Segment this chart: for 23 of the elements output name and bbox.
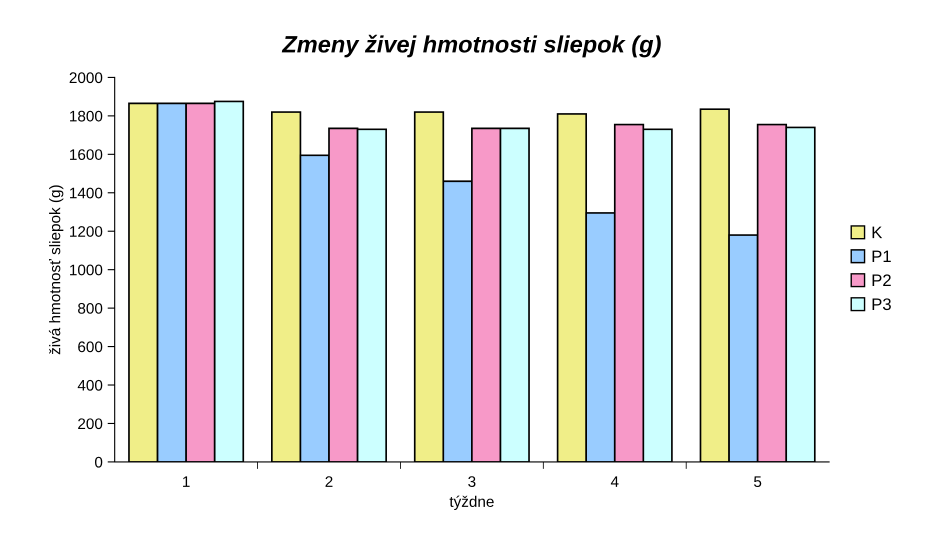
y-tick-label: 1400 bbox=[70, 188, 102, 198]
y-tick-label: 1200 bbox=[70, 226, 102, 237]
x-tick-label: 5 bbox=[754, 476, 762, 488]
x-tick-label: 4 bbox=[610, 476, 619, 487]
y-axis-title: živá hmotnosť sliepok (g) bbox=[48, 185, 64, 354]
x-tick-label: 1 bbox=[183, 476, 190, 487]
y-tick-label: 1600 bbox=[70, 149, 102, 160]
y-tick-label: 600 bbox=[78, 341, 102, 352]
legend-label: P1 bbox=[872, 250, 891, 262]
y-tick-label: 1000 bbox=[70, 264, 102, 276]
x-tick-label: 2 bbox=[326, 476, 332, 487]
legend-label: P3 bbox=[872, 298, 891, 310]
x-axis-title: týždne bbox=[450, 496, 494, 510]
legend-label: P2 bbox=[872, 274, 891, 286]
y-tick-label: 800 bbox=[78, 302, 102, 314]
y-tick-label: 2000 bbox=[70, 72, 102, 84]
chart-title: Zmeny živej hmotnosti sliepok (g) bbox=[282, 34, 661, 58]
y-tick-label: 200 bbox=[78, 418, 102, 430]
y-tick-label: 1800 bbox=[70, 110, 102, 122]
y-tick-label: 400 bbox=[78, 380, 102, 391]
legend-label: K bbox=[872, 226, 882, 238]
y-tick-label: 0 bbox=[94, 456, 102, 468]
x-tick-label: 3 bbox=[468, 476, 476, 488]
